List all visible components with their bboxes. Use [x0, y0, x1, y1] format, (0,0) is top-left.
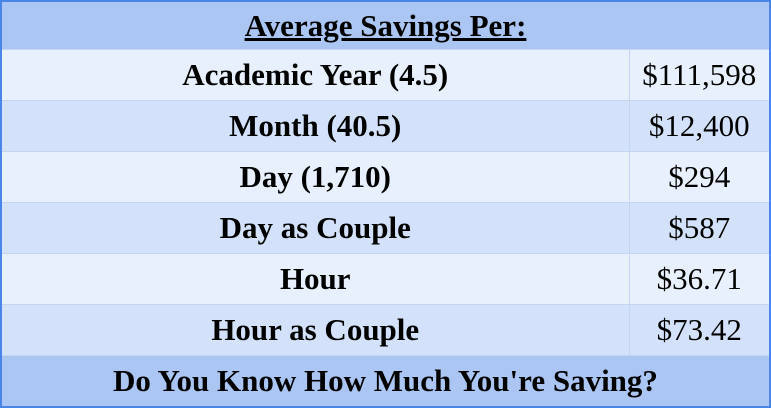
row-label: Month (40.5)	[0, 100, 630, 152]
row-label: Academic Year (4.5)	[0, 49, 630, 101]
row-label: Day (1,710)	[0, 151, 630, 203]
row-label: Hour as Couple	[0, 304, 630, 356]
row-value: $111,598	[628, 49, 771, 101]
row-value: $587	[628, 202, 771, 254]
header-cell: Average Savings Per:	[0, 0, 771, 50]
row-value: $73.42	[628, 304, 771, 356]
row-label: Day as Couple	[0, 202, 630, 254]
row-label: Hour	[0, 253, 630, 305]
table-row: Hour as Couple $73.42	[0, 304, 771, 356]
table-row: Day (1,710) $294	[0, 151, 771, 203]
table-row: Day as Couple $587	[0, 202, 771, 254]
footer-row: Do You Know How Much You're Saving?	[0, 355, 771, 408]
row-value: $294	[628, 151, 771, 203]
table-row: Academic Year (4.5) $111,598	[0, 49, 771, 101]
table-row: Hour $36.71	[0, 253, 771, 305]
header-row: Average Savings Per:	[0, 0, 771, 50]
header-title: Average Savings Per:	[244, 7, 527, 43]
row-value: $36.71	[628, 253, 771, 305]
row-value: $12,400	[628, 100, 771, 152]
footer-text: Do You Know How Much You're Saving?	[0, 355, 771, 408]
table-row: Month (40.5) $12,400	[0, 100, 771, 152]
